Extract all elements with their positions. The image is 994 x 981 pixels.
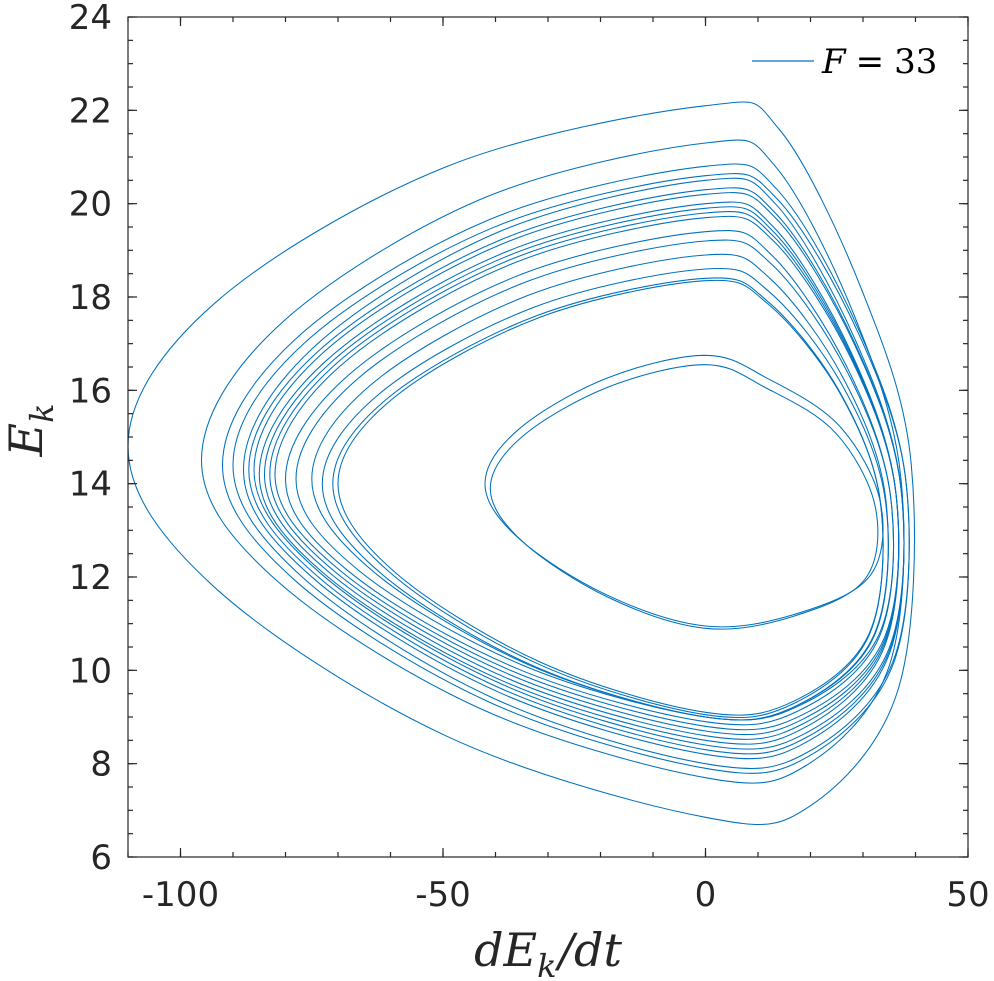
trajectory-loop: [263, 206, 900, 740]
trajectory-loop: [337, 279, 884, 716]
legend-label-f: F: [821, 42, 847, 82]
y-axis-title-subscript: k: [23, 404, 61, 423]
plot-area: [127, 16, 969, 858]
x-axis-title-e: E: [503, 923, 538, 977]
trajectory-loop: [200, 139, 905, 784]
axes-box: [127, 16, 969, 858]
y-axis-title-group: Ek: [0, 404, 61, 458]
y-tick-label: 10: [69, 651, 112, 691]
legend-label: F = 33: [821, 42, 937, 82]
y-tick-label: 18: [69, 278, 112, 318]
trajectory-loop: [274, 215, 900, 731]
x-axis-title-rest: /dt: [555, 923, 623, 977]
y-axis-title-e: E: [0, 423, 53, 458]
x-axis-title: dEk/dt: [474, 923, 622, 981]
x-tick-label: 0: [695, 875, 717, 915]
trajectory-loop: [242, 177, 905, 760]
series-trajectory: [128, 101, 915, 825]
x-axis-title-d: d: [474, 923, 503, 977]
y-tick-label: 16: [69, 371, 112, 411]
y-tick-label: 22: [69, 91, 112, 131]
y-tick-label: 14: [69, 465, 112, 505]
trajectory-loop: [232, 173, 910, 770]
y-tick-label: 6: [90, 838, 112, 878]
x-axis-title-subscript: k: [537, 947, 556, 981]
x-tick-labels: -100 -50 0 50: [142, 875, 990, 915]
y-tick-labels: 6 8 10 12 14 16 18 20 22 24: [69, 0, 112, 878]
y-axis-title: Ek: [0, 404, 61, 458]
legend-label-value: 33: [894, 42, 937, 82]
legend-label-eq: =: [856, 42, 885, 82]
major-ticks: [128, 16, 969, 858]
trajectory-loop: [295, 239, 895, 721]
y-tick-label: 24: [69, 0, 112, 38]
x-tick-label: -50: [415, 875, 471, 915]
trajectory-loop: [489, 364, 879, 630]
trajectory-loop: [221, 163, 910, 774]
trajectory-loop: [248, 187, 905, 755]
trajectory-loop: [128, 101, 915, 825]
plot-background: [128, 17, 968, 857]
trajectory-loop: [284, 230, 895, 726]
x-tick-label: 50: [946, 875, 989, 915]
trajectory-loop: [321, 267, 889, 721]
trajectory-loop: [253, 192, 905, 750]
legend: F = 33: [752, 42, 937, 82]
y-tick-label: 12: [69, 558, 112, 598]
y-tick-label: 20: [69, 185, 112, 225]
trajectory-loop: [258, 201, 900, 745]
x-tick-label: -100: [142, 875, 219, 915]
trajectory-loop: [484, 354, 884, 628]
trajectory-loop: [269, 211, 900, 736]
y-tick-label: 8: [90, 745, 112, 785]
